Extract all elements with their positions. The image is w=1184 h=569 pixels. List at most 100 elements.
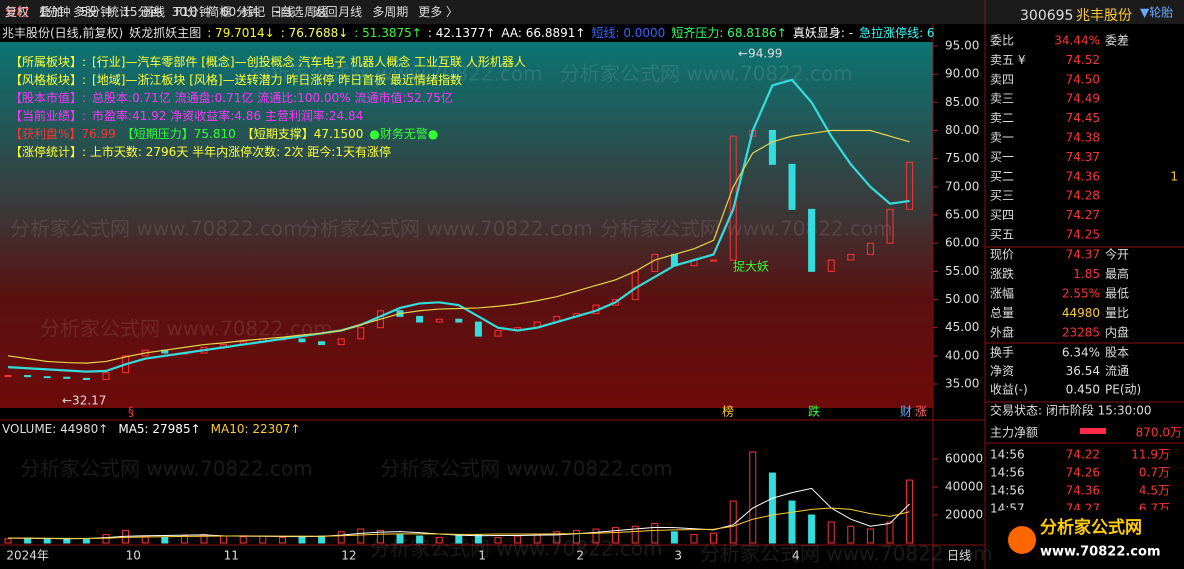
candle	[416, 315, 424, 323]
info-text: 【短期支撑】47.1500	[241, 127, 364, 141]
info-line: 【所属板块】: [行业]—汽车零部件 [概念]—创投概念 汽车电子 机器人概念 工…	[10, 53, 532, 71]
quote-label: 委差	[1105, 34, 1129, 48]
indicator-header: 兆丰股份(日线,前复权) 妖龙抓妖主图: 79.7014↓: 76.7688↓: …	[2, 25, 941, 41]
volume-bar	[396, 534, 404, 544]
volume-bar	[259, 535, 267, 544]
quote-label: 买四	[990, 208, 1014, 222]
candle	[474, 321, 482, 337]
annotation: ←32.17	[62, 394, 106, 408]
tool-button[interactable]: F10	[175, 5, 198, 19]
volume-bar	[239, 536, 247, 544]
volume-bar	[82, 538, 90, 544]
x-tick-label: 1	[478, 549, 486, 563]
tool-button[interactable]: 标记	[241, 5, 266, 19]
quote-value: 74.25	[1066, 228, 1100, 242]
x-tick-label: 12	[341, 549, 356, 563]
quote-label: 股本	[1105, 346, 1129, 360]
volume-bar	[24, 537, 32, 544]
volume-bar	[827, 521, 835, 544]
info-text: 【获利盘%】76.99	[10, 127, 116, 141]
tool-button[interactable]: 多股	[73, 5, 98, 19]
candle	[298, 338, 306, 343]
volume-bar	[514, 535, 522, 544]
period-label: 日线	[947, 549, 971, 563]
period-tab[interactable]: 5分钟	[80, 5, 113, 19]
trade-cell: 14:56	[990, 448, 1025, 462]
quote-label: PE(动)	[1105, 383, 1141, 397]
volume-bar	[749, 451, 757, 544]
candle	[710, 259, 718, 262]
candle	[357, 327, 365, 340]
volume-bar	[161, 536, 169, 544]
quote-label: 涨跌	[990, 266, 1014, 281]
period-tab[interactable]: 30分钟	[171, 5, 211, 19]
tool-button[interactable]: 复权	[5, 5, 30, 19]
period-tab[interactable]: 更多 〉	[418, 5, 459, 19]
volume-bar	[318, 535, 326, 544]
quote-label: 卖五 ¥	[990, 53, 1026, 67]
trade-cell: 74.22	[1066, 448, 1100, 462]
tool-button[interactable]: 统计	[107, 5, 132, 19]
info-text: 【涨停统计】: 上市天数: 2796天 半年内涨停次数: 2次 距今:1天有涨停	[10, 145, 392, 159]
logo-name: 分析家公式网	[1040, 517, 1142, 538]
info-text: 总股本:0.71亿 流通盘:0.71亿 流通比:100.00% 流通市值:52.…	[92, 91, 453, 105]
volume-bar	[298, 536, 306, 544]
trade-cell: 14:56	[990, 484, 1025, 498]
y-tick-label: 40000	[945, 480, 983, 494]
volume-bar	[788, 500, 796, 544]
info-line: 【风格板块】: [地域]—浙江板块 [风格]—送转潜力 昨日涨停 昨日首板 最近情…	[10, 71, 532, 89]
quote-label: 卖四	[990, 72, 1014, 86]
info-lines: 【所属板块】: [行业]—汽车零部件 [概念]—创投概念 汽车电子 机器人概念 工…	[10, 53, 532, 161]
period-tab[interactable]: 1分钟	[39, 5, 71, 19]
toolbar-bg	[0, 0, 1184, 24]
candle	[376, 310, 384, 329]
y-tick-label: 75.00	[945, 151, 979, 165]
candle	[102, 372, 110, 380]
tool-buttons: 复权 叠加 多股 统计 画线 F10 简框 标记 -自选 返回	[0, 0, 343, 24]
quote-label: 总量	[990, 306, 1014, 320]
period-tab[interactable]: 周线	[304, 5, 329, 19]
y-tick-label: 80.00	[945, 123, 979, 137]
period-tab[interactable]: 多周期	[372, 5, 409, 19]
quote-label: 流通	[1105, 364, 1129, 378]
indicator-value: : 51.3875↑	[354, 26, 422, 40]
info-line: 【获利盘%】76.99 【短期压力】75.810 【短期支撑】47.1500 ●财务无…	[10, 125, 532, 143]
quote-label: 量比	[1105, 306, 1129, 320]
info-text: 市盈率:41.92 净资收益率:4.86 主营利润率:24.84	[92, 109, 364, 123]
quote-label: 委比	[990, 34, 1014, 48]
trade-cell: 4.5万	[1139, 484, 1170, 498]
y-tick-label: 95.00	[945, 39, 979, 53]
info-line: 【当前业绩】: 市盈率:41.92 净资收益率:4.86 主营利润率:24.84	[10, 107, 532, 125]
volume-bar	[572, 529, 580, 544]
quote-label: 买三	[990, 189, 1014, 203]
y-tick-label: 55.00	[945, 264, 979, 278]
volume-bar	[866, 528, 874, 544]
volume-bar	[690, 534, 698, 544]
tool-button[interactable]: 返回	[313, 5, 338, 19]
quote-value: 1.85	[1073, 267, 1100, 281]
info-text: [地域]—浙江板块 [风格]—送转潜力 昨日涨停 昨日首板 最近情绪指数	[92, 73, 463, 87]
tool-button[interactable]: 叠加	[39, 5, 64, 19]
volume-bar	[886, 521, 894, 544]
watermark: 分析家公式网 www.70822.com	[10, 217, 303, 241]
period-tab[interactable]: 月线	[338, 5, 363, 19]
volume-bar	[651, 522, 659, 544]
quote-value: 74.49	[1066, 92, 1100, 106]
candle	[318, 341, 326, 346]
volume-bar	[102, 534, 110, 544]
tool-button[interactable]: 画线	[141, 5, 166, 19]
indicator-value: AA: 66.8891↑	[501, 26, 586, 40]
y-tick-label: 50.00	[945, 292, 979, 306]
indicator-value: : 42.1377↑	[427, 26, 496, 40]
period-tab[interactable]: 日线	[270, 5, 295, 19]
quote-label: 现价	[990, 248, 1014, 262]
tool-button[interactable]: 简框	[207, 5, 232, 19]
tool-button[interactable]: -自选	[275, 5, 304, 19]
period-tab[interactable]: 分时	[5, 5, 30, 19]
trade-status: 交易状态: 闭市阶段 15:30:00	[990, 403, 1152, 418]
candle	[827, 259, 835, 272]
period-tab[interactable]: 15分钟	[122, 5, 162, 19]
industry: ▼轮胎	[1140, 6, 1173, 20]
period-tab[interactable]: 60分钟	[220, 5, 261, 19]
